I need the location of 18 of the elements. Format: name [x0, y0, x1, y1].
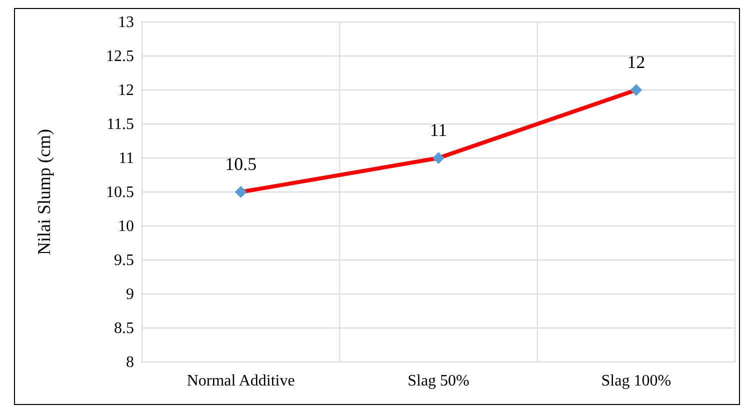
y-tick-label: 8 — [126, 354, 134, 372]
x-tick-label: Normal Additive — [186, 372, 295, 390]
data-label: 12 — [627, 52, 646, 72]
y-axis-title: Nilai Slump (cm) — [34, 129, 54, 255]
y-tick-label: 11.5 — [106, 116, 134, 134]
y-tick-label: 9.5 — [114, 252, 134, 270]
y-tick-label: 8.5 — [114, 320, 134, 338]
y-tick-label: 11 — [118, 150, 134, 168]
y-tick-label: 10 — [118, 218, 134, 236]
data-label: 11 — [430, 120, 448, 140]
x-tick-label: Slag 100% — [601, 372, 672, 390]
y-tick-label: 12 — [118, 82, 134, 100]
y-tick-label: 13 — [118, 14, 134, 32]
data-label: 10.5 — [225, 154, 257, 174]
x-tick-label: Slag 50% — [408, 372, 470, 390]
y-tick-label: 10.5 — [106, 184, 134, 202]
y-tick-label: 12.5 — [106, 48, 134, 66]
y-tick-label: 9 — [126, 286, 134, 304]
